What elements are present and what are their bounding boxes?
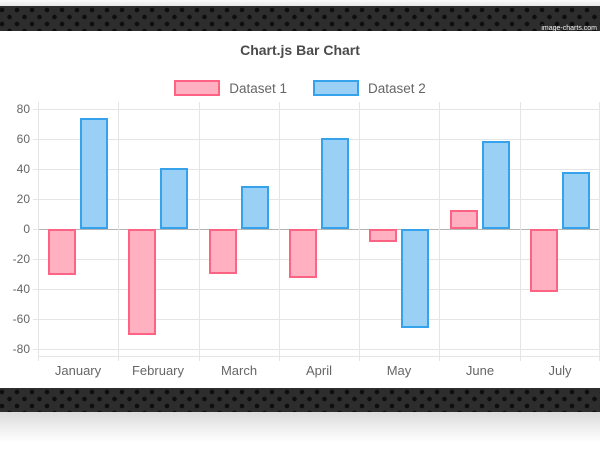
chart-legend: Dataset 1 Dataset 2 — [0, 79, 600, 97]
decorative-dotted-band-bottom — [0, 388, 600, 412]
y-axis-label: -40 — [12, 282, 30, 296]
x-axis-tick — [38, 356, 39, 361]
x-axis-tick — [359, 356, 360, 361]
y-gridline — [38, 169, 600, 170]
image-charts-watermark: image-charts.com — [541, 25, 597, 32]
y-axis-label: 80 — [16, 102, 30, 116]
y-axis-tick — [33, 319, 38, 320]
bar-dataset1-march — [209, 229, 237, 274]
bar-dataset1-april — [289, 229, 317, 278]
y-gridline — [38, 199, 600, 200]
y-gridline — [38, 259, 600, 260]
x-axis-tick — [118, 356, 119, 361]
y-axis-label: 60 — [16, 132, 30, 146]
bar-dataset2-january — [80, 118, 108, 229]
bar-dataset1-june — [450, 210, 478, 229]
legend-item-dataset1: Dataset 1 — [174, 80, 287, 96]
y-axis-tick — [33, 259, 38, 260]
legend-swatch-dataset1 — [174, 80, 221, 96]
x-gridline — [38, 102, 39, 356]
x-axis-label: March — [220, 363, 258, 378]
bar-dataset1-may — [369, 229, 397, 242]
y-axis-tick — [33, 109, 38, 110]
y-gridline — [38, 139, 600, 140]
y-axis-tick — [33, 229, 38, 230]
page-top-fade — [0, 0, 600, 6]
legend-label-dataset1: Dataset 1 — [229, 80, 287, 96]
y-axis-tick — [33, 169, 38, 170]
bar-dataset2-april — [321, 138, 349, 229]
chart-title: Chart.js Bar Chart — [240, 42, 360, 58]
y-axis-label: 40 — [16, 162, 30, 176]
y-gridline — [38, 349, 600, 350]
x-gridline — [359, 102, 360, 356]
x-gridline — [118, 102, 119, 356]
bar-dataset1-february — [128, 229, 156, 335]
x-axis-tick — [520, 356, 521, 361]
x-axis-label: January — [54, 363, 102, 378]
y-axis-tick — [33, 199, 38, 200]
bar-dataset2-july — [562, 172, 590, 229]
x-gridline — [520, 102, 521, 356]
bar-dataset2-february — [160, 168, 188, 229]
x-gridline — [199, 102, 200, 356]
x-gridline — [439, 102, 440, 356]
x-axis-tick — [279, 356, 280, 361]
y-axis-tick — [33, 349, 38, 350]
y-gridline — [38, 109, 600, 110]
y-gridline — [38, 289, 600, 290]
zero-gridline — [38, 229, 600, 230]
y-axis-tick — [33, 139, 38, 140]
decorative-dotted-band-top: image-charts.com — [0, 6, 600, 32]
legend-label-dataset2: Dataset 2 — [368, 80, 426, 96]
x-gridline — [279, 102, 280, 356]
bar-dataset2-march — [241, 186, 269, 229]
legend-item-dataset2: Dataset 2 — [313, 80, 426, 96]
y-axis-label: -20 — [12, 252, 30, 266]
bar-dataset2-june — [482, 141, 510, 229]
y-gridline — [38, 319, 600, 320]
y-axis-label: 0 — [23, 222, 30, 236]
bar-dataset1-january — [48, 229, 76, 275]
x-axis-label: June — [465, 363, 495, 378]
x-axis-label: April — [305, 363, 332, 378]
legend-swatch-dataset2 — [313, 80, 359, 96]
bar-dataset2-may — [401, 229, 429, 328]
x-axis-tick — [199, 356, 200, 361]
y-axis-tick — [33, 289, 38, 290]
x-axis-label: February — [131, 363, 185, 378]
y-axis-label: 20 — [16, 192, 30, 206]
y-axis-label: -60 — [12, 312, 30, 326]
page-bottom-fade — [0, 412, 600, 442]
bar-dataset1-july — [530, 229, 558, 292]
x-axis-label: May — [386, 363, 412, 378]
x-axis-label: July — [548, 363, 572, 378]
y-axis-label: -80 — [12, 342, 30, 356]
x-axis-line — [38, 356, 600, 357]
x-axis-tick — [439, 356, 440, 361]
